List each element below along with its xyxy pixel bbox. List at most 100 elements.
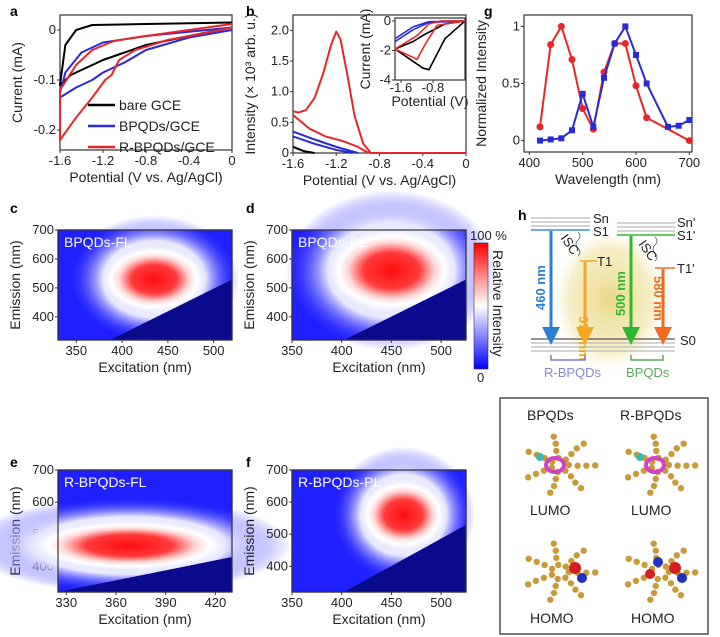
- heatmap-title: BPQDs-PL: [298, 234, 367, 250]
- atom: [525, 448, 532, 456]
- atom: [553, 447, 560, 455]
- atom: [580, 440, 587, 447]
- y-tick-label: 700: [266, 462, 288, 477]
- atom: [591, 569, 599, 576]
- x-tick-label: -0.8: [135, 153, 157, 168]
- y-tick-label: 600: [32, 251, 54, 266]
- data-point: [590, 123, 597, 130]
- x-tick-label: -1.6: [282, 156, 304, 171]
- atom: [672, 479, 679, 486]
- atom: [550, 433, 557, 440]
- y-tick-label: 0.5: [502, 76, 520, 91]
- y-tick-label: -0.2: [34, 122, 56, 137]
- header-bpqds: BPQDs: [527, 407, 574, 423]
- orbital-lobe: [669, 562, 681, 574]
- atom: [532, 577, 540, 585]
- atom: [567, 580, 575, 587]
- y-axis-label: Emission (nm): [241, 240, 257, 329]
- x-tick-label: 500: [203, 343, 225, 358]
- atom: [673, 445, 680, 452]
- atom: [524, 581, 532, 588]
- atom: [662, 563, 670, 570]
- ecl-curve-0: [292, 30, 466, 154]
- x-tick-label: 390: [155, 595, 177, 610]
- atom: [550, 589, 558, 597]
- panel-label-e: e: [10, 454, 18, 470]
- x-tick-label: 350: [281, 595, 303, 610]
- level-sn-right: Sn': [677, 215, 695, 230]
- atom: [640, 574, 648, 581]
- atom: [550, 540, 557, 547]
- data-point: [633, 51, 639, 58]
- ecl-curve-3: [292, 135, 353, 154]
- atom: [574, 462, 581, 469]
- label-570nm: 570 nm: [576, 316, 591, 361]
- atom: [668, 450, 675, 458]
- atom: [577, 591, 585, 599]
- data-point: [547, 136, 554, 143]
- atom: [572, 586, 579, 593]
- x-tick-label: 350: [65, 343, 87, 358]
- y-axis-label: Emission (nm): [241, 486, 257, 575]
- x-axis-label: Excitation (nm): [98, 359, 191, 375]
- legend-label: BPQDs/GCE: [119, 118, 200, 134]
- colorbar-gradient: [473, 242, 489, 370]
- atom: [647, 489, 654, 496]
- x-axis-label: Wavelength (nm): [555, 171, 661, 187]
- x-tick-label: 450: [381, 595, 403, 610]
- heatmap-peak: [361, 480, 446, 549]
- cv-curve-1: [59, 26, 233, 99]
- atom: [552, 440, 559, 447]
- data-point: [675, 122, 682, 129]
- atom: [672, 586, 679, 593]
- data-point: [665, 123, 671, 130]
- atom: [583, 462, 590, 469]
- x-tick-label: -0.8: [368, 156, 390, 171]
- colorbar: 100 % 0 Relative Intensity: [470, 228, 507, 385]
- colorbar-label: Relative Intensity: [490, 250, 506, 357]
- data-point: [621, 40, 629, 48]
- y-tick-label: 600: [266, 494, 288, 509]
- g-plot-frame: [523, 14, 693, 153]
- atom: [677, 591, 685, 599]
- orbital-panel-frame: [499, 397, 709, 635]
- atom: [577, 484, 585, 492]
- panel-label-c: c: [10, 200, 18, 216]
- orbital-lobe: [653, 557, 663, 567]
- y-tick-label: 1.0: [271, 84, 289, 99]
- data-point: [622, 23, 629, 30]
- ecl-curve-4: [292, 145, 315, 154]
- x-tick-label: 330: [55, 595, 77, 610]
- y-tick-label: 400: [32, 309, 54, 324]
- lumo-label-r-bpqds: LUMO: [631, 502, 672, 518]
- atom: [633, 558, 640, 565]
- orbital-lobe: [644, 456, 666, 474]
- atom: [547, 596, 554, 603]
- panel-label-f: f: [246, 454, 251, 470]
- y-axis-label: Normalized Intensity: [473, 20, 489, 147]
- x-tick-label: -1.2: [92, 153, 114, 168]
- y-tick-label: -0.1: [34, 72, 56, 87]
- level-sn-left: Sn: [593, 211, 609, 226]
- atom: [662, 574, 669, 581]
- x-tick-label: 420: [205, 595, 227, 610]
- heatmap-masked-region: [110, 279, 232, 340]
- atom: [625, 555, 632, 563]
- atom: [624, 474, 632, 481]
- x-tick-label: 500: [430, 343, 452, 358]
- y-tick-label: 400: [266, 558, 288, 573]
- heatmap-masked-region: [344, 279, 466, 340]
- heatmap-peak: [104, 247, 205, 312]
- atom: [624, 581, 632, 588]
- y-axis-label: Emission (nm): [7, 240, 23, 329]
- y-axis-label: Current (mA): [357, 9, 373, 90]
- heatmap-frame: [291, 469, 467, 593]
- x-axis-label: Excitation (nm): [332, 359, 425, 375]
- atom: [541, 561, 548, 569]
- atom: [691, 462, 699, 469]
- atom: [540, 574, 548, 581]
- orbital-model: [624, 540, 699, 603]
- x-axis-label: Excitation (nm): [332, 611, 425, 627]
- y-tick-label: 700: [266, 222, 288, 237]
- atom: [552, 582, 559, 590]
